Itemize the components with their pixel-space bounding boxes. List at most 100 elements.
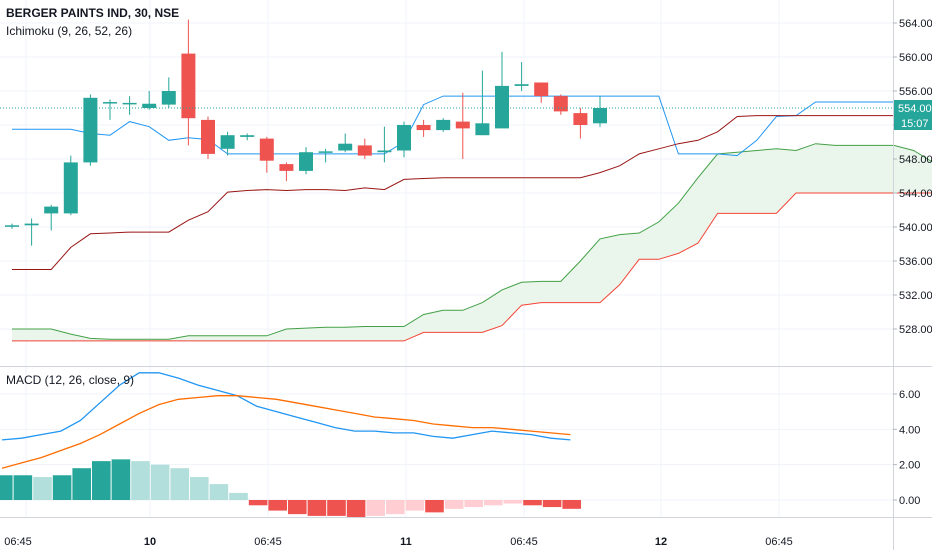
candle (475, 70, 490, 136)
candle (63, 155, 78, 216)
candle (122, 96, 137, 115)
histogram-bar (209, 484, 229, 500)
candle-body (103, 102, 117, 104)
histogram-bar (386, 500, 405, 515)
histogram-bar (111, 459, 131, 500)
candle-body (24, 223, 39, 226)
histogram-bar (542, 500, 562, 508)
leading-span-b (12, 192, 932, 342)
conversion-line (12, 95, 932, 157)
candle-body (593, 108, 607, 124)
candle (5, 223, 19, 229)
candle (436, 118, 451, 132)
candle-body (338, 143, 353, 151)
histogram-bar (444, 500, 464, 509)
price-tick-label: 540.00 (899, 222, 932, 234)
histogram-bar (72, 468, 91, 500)
price-tick-label: 560.00 (899, 52, 932, 64)
histogram-bar (464, 500, 483, 508)
base-line (12, 115, 932, 270)
candle (553, 94, 568, 115)
candle (24, 218, 39, 246)
candle (220, 131, 235, 156)
time-tick-label: 10 (144, 536, 156, 548)
candle (455, 92, 470, 159)
candle (240, 133, 255, 141)
price-tick-label: 536.00 (899, 256, 932, 268)
candle (44, 204, 59, 231)
histogram-bar (366, 500, 385, 516)
candle-body (63, 162, 78, 214)
time-tick-label: 11 (400, 536, 412, 548)
price-badge-label: 554.00 (898, 103, 932, 115)
histogram-bar (405, 500, 425, 511)
macd-tick-label: 0.00 (899, 495, 920, 507)
candle-body (357, 145, 372, 156)
time-tick-label: 06:45 (254, 536, 282, 548)
candle-body (514, 84, 529, 86)
candle-body (416, 125, 431, 131)
macd-tick-label: 4.00 (899, 424, 920, 436)
candle (495, 51, 509, 129)
histogram-bar (288, 500, 307, 515)
histogram-bar (13, 475, 33, 500)
histogram-bar (229, 492, 248, 500)
ichimoku-legend[interactable]: Ichimoku (9, 26, 52, 26) (6, 24, 133, 38)
candle-body (44, 206, 59, 214)
candle-body (181, 53, 196, 119)
candle-body (279, 164, 294, 171)
candle (573, 108, 588, 139)
candle (299, 147, 313, 175)
price-tick-label: 556.00 (899, 86, 932, 98)
candle-body (397, 125, 411, 151)
candle-body (553, 96, 568, 112)
histogram-bar (268, 500, 287, 511)
candle-body (220, 135, 235, 149)
candle-body (299, 152, 313, 171)
candle-body (573, 113, 588, 125)
price-tick-label: 548.00 (899, 154, 932, 166)
candle-body (455, 121, 470, 129)
ichimoku-cloud (12, 143, 932, 341)
macd-tick-label: 2.00 (899, 460, 920, 472)
countdown-badge (894, 116, 932, 130)
candle-body (436, 119, 451, 131)
candle (103, 99, 117, 120)
candle (161, 77, 176, 108)
candle (357, 138, 372, 159)
price-badge (894, 100, 932, 116)
candle (201, 116, 215, 159)
histogram-bar (33, 477, 52, 500)
candle (377, 126, 392, 163)
candle-body (259, 138, 274, 161)
candle-body (142, 103, 157, 108)
histogram-bar (248, 500, 268, 506)
histogram-bar (503, 500, 523, 504)
candle-body (201, 119, 215, 154)
grid (0, 0, 893, 517)
macd-line (1, 372, 571, 441)
price-tick-label: 544.00 (899, 188, 932, 200)
histogram-bar (484, 500, 503, 506)
time-tick-label: 12 (655, 536, 667, 548)
histogram-bar (150, 464, 170, 500)
candle-body (122, 102, 137, 105)
symbol-title: BERGER PAINTS IND, 30, NSE (6, 6, 180, 20)
candle (397, 121, 411, 158)
candle-body (5, 225, 19, 227)
candle-body (83, 97, 98, 163)
time-tick-label: 06:45 (510, 536, 538, 548)
candle (534, 82, 549, 103)
countdown-label: 15:07 (901, 118, 929, 130)
candle (142, 91, 157, 110)
candle-body (534, 82, 549, 97)
candle (514, 62, 529, 91)
candle (416, 119, 431, 137)
macd-legend[interactable]: MACD (12, 26, close, 9) (6, 373, 135, 387)
candle-body (495, 85, 509, 129)
signal-line (1, 395, 571, 469)
histogram-bar (346, 500, 366, 518)
candle (318, 148, 333, 163)
macd-tick-label: 6.00 (899, 389, 920, 401)
